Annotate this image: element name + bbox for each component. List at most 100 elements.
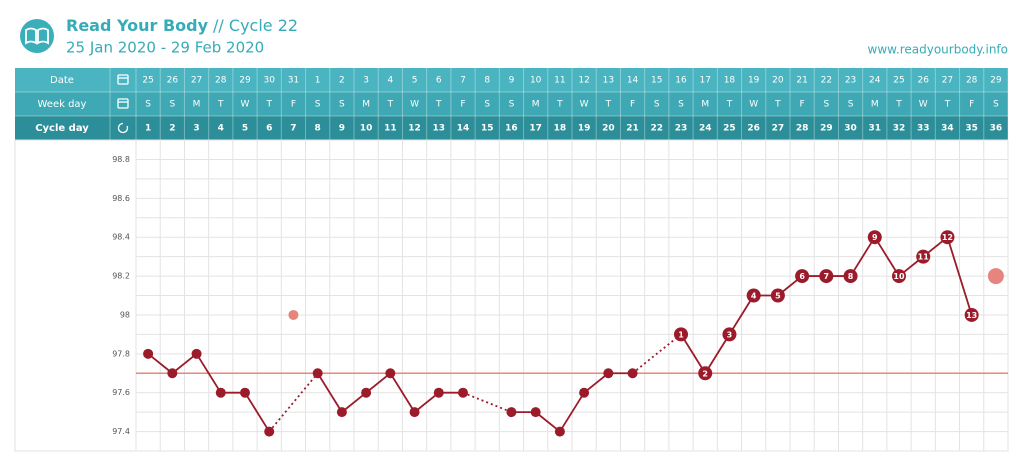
table-cell: W [919,100,928,110]
temperature-segment [631,333,682,374]
temperature-segment [341,391,367,413]
table-cell: 35 [965,124,978,134]
weekday-row [15,92,1008,116]
table-cell: 6 [436,76,442,86]
table-cell: S [169,100,175,110]
temperature-point [770,288,785,303]
brand: Read Your Body [66,16,209,35]
table-cell: 14 [627,76,639,86]
high-temp-number: 4 [751,292,757,301]
table-cell: 16 [675,76,687,86]
table-cell: S [654,100,660,110]
temperature-point [264,426,275,437]
table-cell: W [410,100,419,110]
y-tick-label: 98.8 [112,155,130,164]
temperature-point [191,348,202,359]
temperature-point [143,348,154,359]
table-cell: 4 [387,76,393,86]
table-cell: T [217,100,224,110]
temperature-point [722,327,737,342]
table-cell: 12 [578,76,589,86]
table-cell: 29 [990,76,1002,86]
table-cell: 22 [651,124,664,134]
temperature-point [819,269,834,284]
table-cell: 20 [772,76,784,86]
table-cell: 20 [602,124,615,134]
table-cell: T [435,100,442,110]
table-cell: 11 [554,76,565,86]
table-cell: 1 [315,76,321,86]
temperature-segment [462,391,512,413]
table-cell: 25 [893,76,904,86]
temperature-segment [680,333,706,374]
table-cell: 17 [529,124,542,134]
date-row [15,68,1008,92]
table-cell: 29 [239,76,251,86]
table-cell: 28 [966,76,978,86]
table-cell: S [848,100,854,110]
row-label: Date [50,75,74,86]
excluded-point [288,309,299,320]
table-cell: 28 [215,76,227,86]
table-cell: S [315,100,321,110]
table-cell: 33 [917,124,930,134]
table-cell: 27 [191,76,202,86]
temperature-segment [244,392,270,433]
table-cell: T [556,100,563,110]
table-cell: F [800,100,805,110]
high-temp-number: 10 [893,272,905,281]
temperature-point [916,249,931,264]
table-cell: 36 [990,124,1003,134]
cycle: // Cycle 22 [213,16,298,35]
temperature-segment [413,391,440,413]
temperature-point [458,387,468,398]
temperature-point [940,230,955,245]
temperature-segment [147,353,173,374]
table-cell: 3 [363,76,369,86]
temperature-point [167,368,178,379]
table-cell: 6 [266,124,272,134]
table-cell: 23 [675,124,688,134]
table-cell: S [823,100,829,110]
table-cell: 26 [917,76,929,86]
table-cell: 29 [820,124,833,134]
table-cell: 8 [484,76,490,86]
table-cell: 2 [169,124,175,134]
table-cell: 5 [242,124,248,134]
table-cell: T [774,100,781,110]
table-cell: 19 [748,76,760,86]
table-cell: M [871,100,879,110]
table-cell: T [726,100,733,110]
table-cell: F [969,100,974,110]
temperature-point [433,387,444,398]
temperature-point [964,307,979,322]
table-cell: T [944,100,951,110]
temperature-point [579,387,590,398]
temperature-segment [316,372,343,413]
table-cell: F [630,100,635,110]
temperature-point [385,368,396,379]
high-temp-number: 3 [727,330,733,339]
table-cell: 27 [772,124,785,134]
table-cell: 1 [145,124,151,134]
url[interactable]: www.readyourbody.info [868,43,1008,57]
table-cell: M [193,100,201,110]
table-cell: 28 [796,124,809,134]
high-temp-number: 5 [775,292,781,301]
high-temp-number: 8 [848,272,854,281]
table-cell: 30 [263,76,275,86]
high-temp-number: 7 [824,272,830,281]
table-cell: 4 [218,124,224,134]
temperature-point [892,269,906,284]
temperature-segment [874,236,900,277]
temperature-segment [365,372,391,394]
table-cell: 25 [142,76,153,86]
table-cell: 17 [699,76,710,86]
temperature-segment [195,353,222,394]
y-tick-label: 97.8 [112,349,130,358]
table-cell: T [895,100,902,110]
temperature-segment [389,372,416,413]
high-temp-number: 11 [918,253,930,262]
high-temp-number: 12 [942,233,953,242]
